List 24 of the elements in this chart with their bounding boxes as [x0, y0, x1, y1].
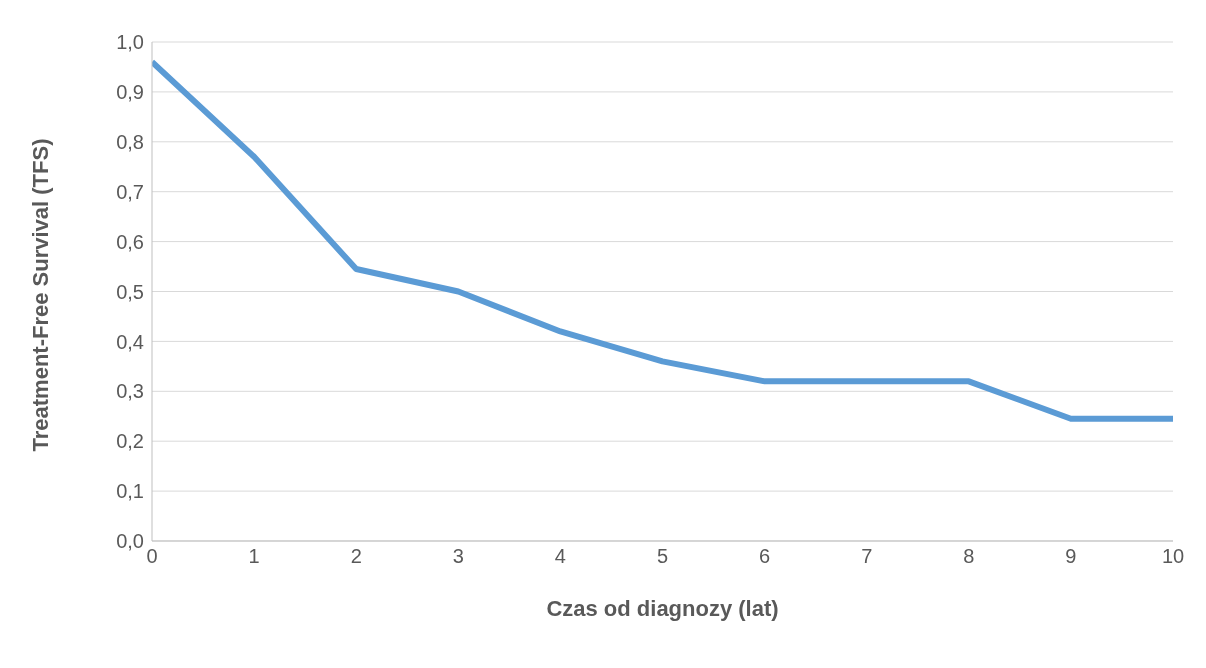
y-tick-label: 0,8 — [116, 130, 144, 153]
x-tick-label: 7 — [861, 545, 873, 568]
x-tick-label: 5 — [656, 545, 669, 568]
y-tick-label: 0,0 — [116, 530, 144, 553]
x-tick-label: 10 — [1161, 545, 1185, 568]
y-tick-label: 0,2 — [116, 430, 144, 453]
x-tick-label: 4 — [554, 545, 566, 568]
y-axis-title: Treatment-Free Survival (TFS) — [27, 138, 53, 452]
y-tick-label: 0,3 — [116, 380, 144, 403]
y-tick-label: 0,6 — [116, 230, 144, 253]
y-tick-label: 0,7 — [116, 180, 144, 203]
x-tick-label: 8 — [963, 545, 975, 568]
x-tick-label: 0 — [146, 545, 158, 568]
y-tick-label: 0,9 — [116, 81, 144, 103]
x-tick-label: 9 — [1065, 545, 1077, 568]
y-tick-label: 0,5 — [116, 280, 144, 303]
y-tick-label: 0,1 — [116, 480, 144, 503]
x-tick-label: 1 — [248, 545, 260, 568]
x-axis-title: Czas od diagnozy (lat) — [546, 596, 779, 621]
y-tick-label: 1,0 — [116, 31, 144, 54]
x-tick-label: 3 — [452, 545, 464, 568]
x-tick-label: 6 — [759, 545, 771, 568]
y-tick-label: 0,4 — [116, 330, 144, 353]
x-tick-label: 2 — [350, 545, 362, 568]
